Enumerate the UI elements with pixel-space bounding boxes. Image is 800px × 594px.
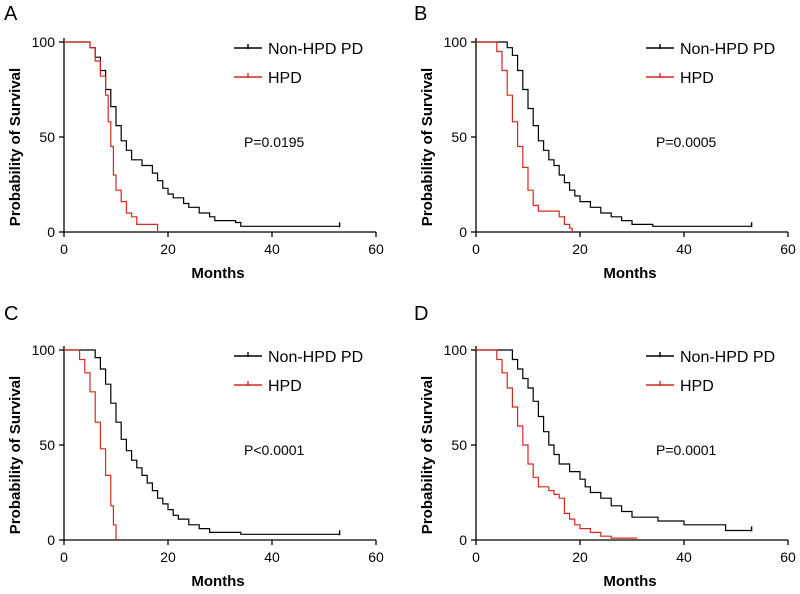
panel-b: B 0 20 40 60 0 50 100 Months Probability of Survi… <box>414 3 796 282</box>
panel-letter: A <box>4 3 18 25</box>
x-axis-label: Months <box>191 573 244 590</box>
y-axis-label: Probability of Survival <box>7 68 24 226</box>
legend-label: Non-HPD PD <box>680 349 775 366</box>
x-tick-label: 40 <box>264 241 280 257</box>
legend-label: Non-HPD PD <box>680 41 775 58</box>
legend-label: HPD <box>680 70 714 87</box>
series-line-hpd <box>476 349 638 539</box>
series-line-non-hpd-pd <box>64 349 340 535</box>
legend-label: Non-HPD PD <box>268 349 363 366</box>
p-value-annotation: P=0.0005 <box>656 134 717 150</box>
panel-letter: D <box>414 303 428 325</box>
y-tick-label: 50 <box>39 437 55 453</box>
y-tick-label: 100 <box>444 34 468 50</box>
y-tick-label: 0 <box>47 532 55 548</box>
x-tick-label: 40 <box>676 241 692 257</box>
series-line-non-hpd-pd <box>64 41 340 227</box>
x-tick-label: 40 <box>264 549 280 565</box>
series-line-hpd <box>64 41 159 232</box>
x-tick-label: 60 <box>780 549 796 565</box>
panel-a: A 0 20 40 60 0 50 100 Months Probability of Survi… <box>4 3 384 282</box>
p-value-annotation: P<0.0001 <box>244 442 305 458</box>
series-line-non-hpd-pd <box>476 41 752 227</box>
x-tick-label: 20 <box>572 241 588 257</box>
legend-label: HPD <box>268 70 302 87</box>
p-value-annotation: P=0.0001 <box>656 442 717 458</box>
y-tick-label: 0 <box>459 532 467 548</box>
x-axis-label: Months <box>191 265 244 282</box>
y-tick-label: 50 <box>451 437 467 453</box>
x-tick-label: 0 <box>472 549 480 565</box>
y-tick-label: 50 <box>451 129 467 145</box>
y-tick-label: 0 <box>47 224 55 240</box>
panel-letter: B <box>414 3 427 25</box>
y-tick-label: 0 <box>459 224 467 240</box>
x-tick-label: 40 <box>676 549 692 565</box>
x-tick-label: 20 <box>160 241 176 257</box>
panel-d: D 0 20 40 60 0 50 100 Months Probability of Survi… <box>414 303 796 590</box>
series-line-hpd <box>476 41 573 232</box>
y-axis-label: Probability of Survival <box>419 68 436 226</box>
x-axis-label: Months <box>603 265 656 282</box>
panel-c: C 0 20 40 60 0 50 100 Months Probability of Survi… <box>4 303 384 590</box>
series-line-non-hpd-pd <box>476 349 752 532</box>
y-tick-label: 50 <box>39 129 55 145</box>
x-tick-label: 0 <box>60 549 68 565</box>
x-tick-label: 60 <box>368 549 384 565</box>
x-tick-label: 60 <box>780 241 796 257</box>
x-axis-label: Months <box>603 573 656 590</box>
y-tick-label: 100 <box>444 342 468 358</box>
y-axis-label: Probability of Survival <box>419 376 436 534</box>
y-tick-label: 100 <box>32 342 56 358</box>
y-tick-label: 100 <box>32 34 56 50</box>
legend-label: Non-HPD PD <box>268 41 363 58</box>
x-tick-label: 0 <box>472 241 480 257</box>
x-tick-label: 20 <box>160 549 176 565</box>
legend-label: HPD <box>680 378 714 395</box>
y-axis-label: Probability of Survival <box>7 376 24 534</box>
p-value-annotation: P=0.0195 <box>244 134 305 150</box>
panel-letter: C <box>4 303 18 325</box>
x-tick-label: 60 <box>368 241 384 257</box>
series-line-hpd <box>64 349 117 540</box>
legend-label: HPD <box>268 378 302 395</box>
x-tick-label: 0 <box>60 241 68 257</box>
x-tick-label: 20 <box>572 549 588 565</box>
